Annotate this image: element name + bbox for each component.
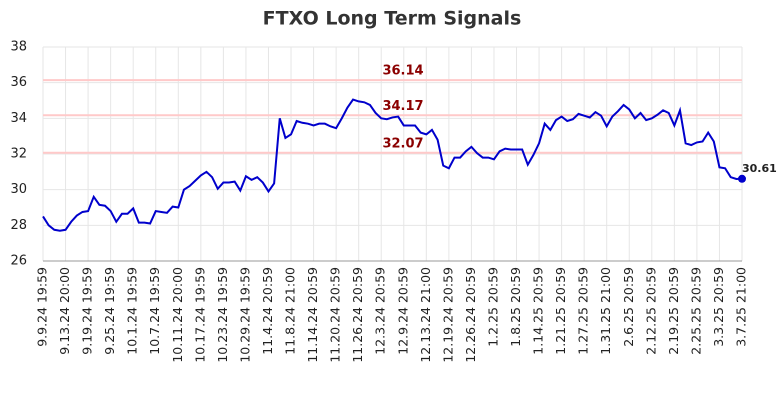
chart-title: FTXO Long Term Signals [263,8,522,30]
x-tick-label: 11.4.24 20:59 [260,267,275,355]
x-tick-label: 2.19.25 20:59 [666,267,681,355]
reference-label: 36.14 [382,64,423,79]
x-tick-label: 1.31.25 21:00 [598,267,613,355]
x-tick-label: 10.1.24 19:59 [125,267,140,355]
x-tick-label: 3.3.25 20:59 [711,267,726,347]
x-tick-label: 10.7.24 19:59 [147,267,162,355]
y-tick-label: 28 [10,218,27,233]
y-tick-label: 34 [10,111,27,126]
y-tick-label: 30 [10,182,27,197]
x-tick-label: 11.8.24 21:00 [283,267,298,355]
y-tick-label: 32 [10,147,27,162]
x-tick-label: 9.19.24 19:59 [80,267,95,355]
x-tick-label: 1.2.25 20:59 [485,267,500,347]
reference-label: 34.17 [382,99,423,114]
x-tick-label: 1.27.25 20:59 [576,267,591,355]
x-tick-label: 2.12.25 20:59 [643,267,658,355]
x-tick-label: 11.20.24 20:59 [328,267,343,363]
x-tick-label: 11.14.24 20:59 [305,267,320,363]
x-tick-label: 11.26.24 20:59 [350,267,365,363]
x-tick-label: 12.13.24 21:00 [418,267,433,363]
y-tick-label: 36 [10,75,27,90]
x-tick-label: 10.11.24 20:00 [170,267,185,363]
x-tick-label: 9.9.24 19:59 [35,267,50,347]
x-tick-label: 1.21.25 20:59 [553,267,568,355]
x-tick-label: 10.29.24 19:59 [237,267,252,363]
x-tick-label: 2.6.25 20:59 [621,267,636,347]
x-tick-label: 2.25.25 20:59 [688,267,703,355]
x-tick-label: 1.14.25 20:59 [531,267,546,355]
last-value-label: 30.61 [742,162,777,175]
x-tick-label: 10.23.24 19:59 [215,267,230,363]
x-tick-label: 12.9.24 20:59 [395,267,410,355]
y-tick-label: 38 [10,40,27,55]
x-tick-label: 12.26.24 20:59 [463,267,478,363]
x-tick-label: 12.3.24 20:59 [373,267,388,355]
x-tick-label: 1.8.25 20:59 [508,267,523,347]
x-tick-label: 10.17.24 19:59 [192,267,207,363]
x-tick-label: 9.13.24 20:00 [57,267,72,355]
x-tick-label: 12.19.24 20:59 [440,267,455,363]
x-tick-label: 3.7.25 21:00 [734,267,749,347]
reference-label: 32.07 [382,136,423,151]
y-tick-label: 26 [10,254,27,269]
line [42,98,743,232]
last-point [738,174,746,183]
x-tick-label: 9.25.24 19:59 [102,267,117,355]
